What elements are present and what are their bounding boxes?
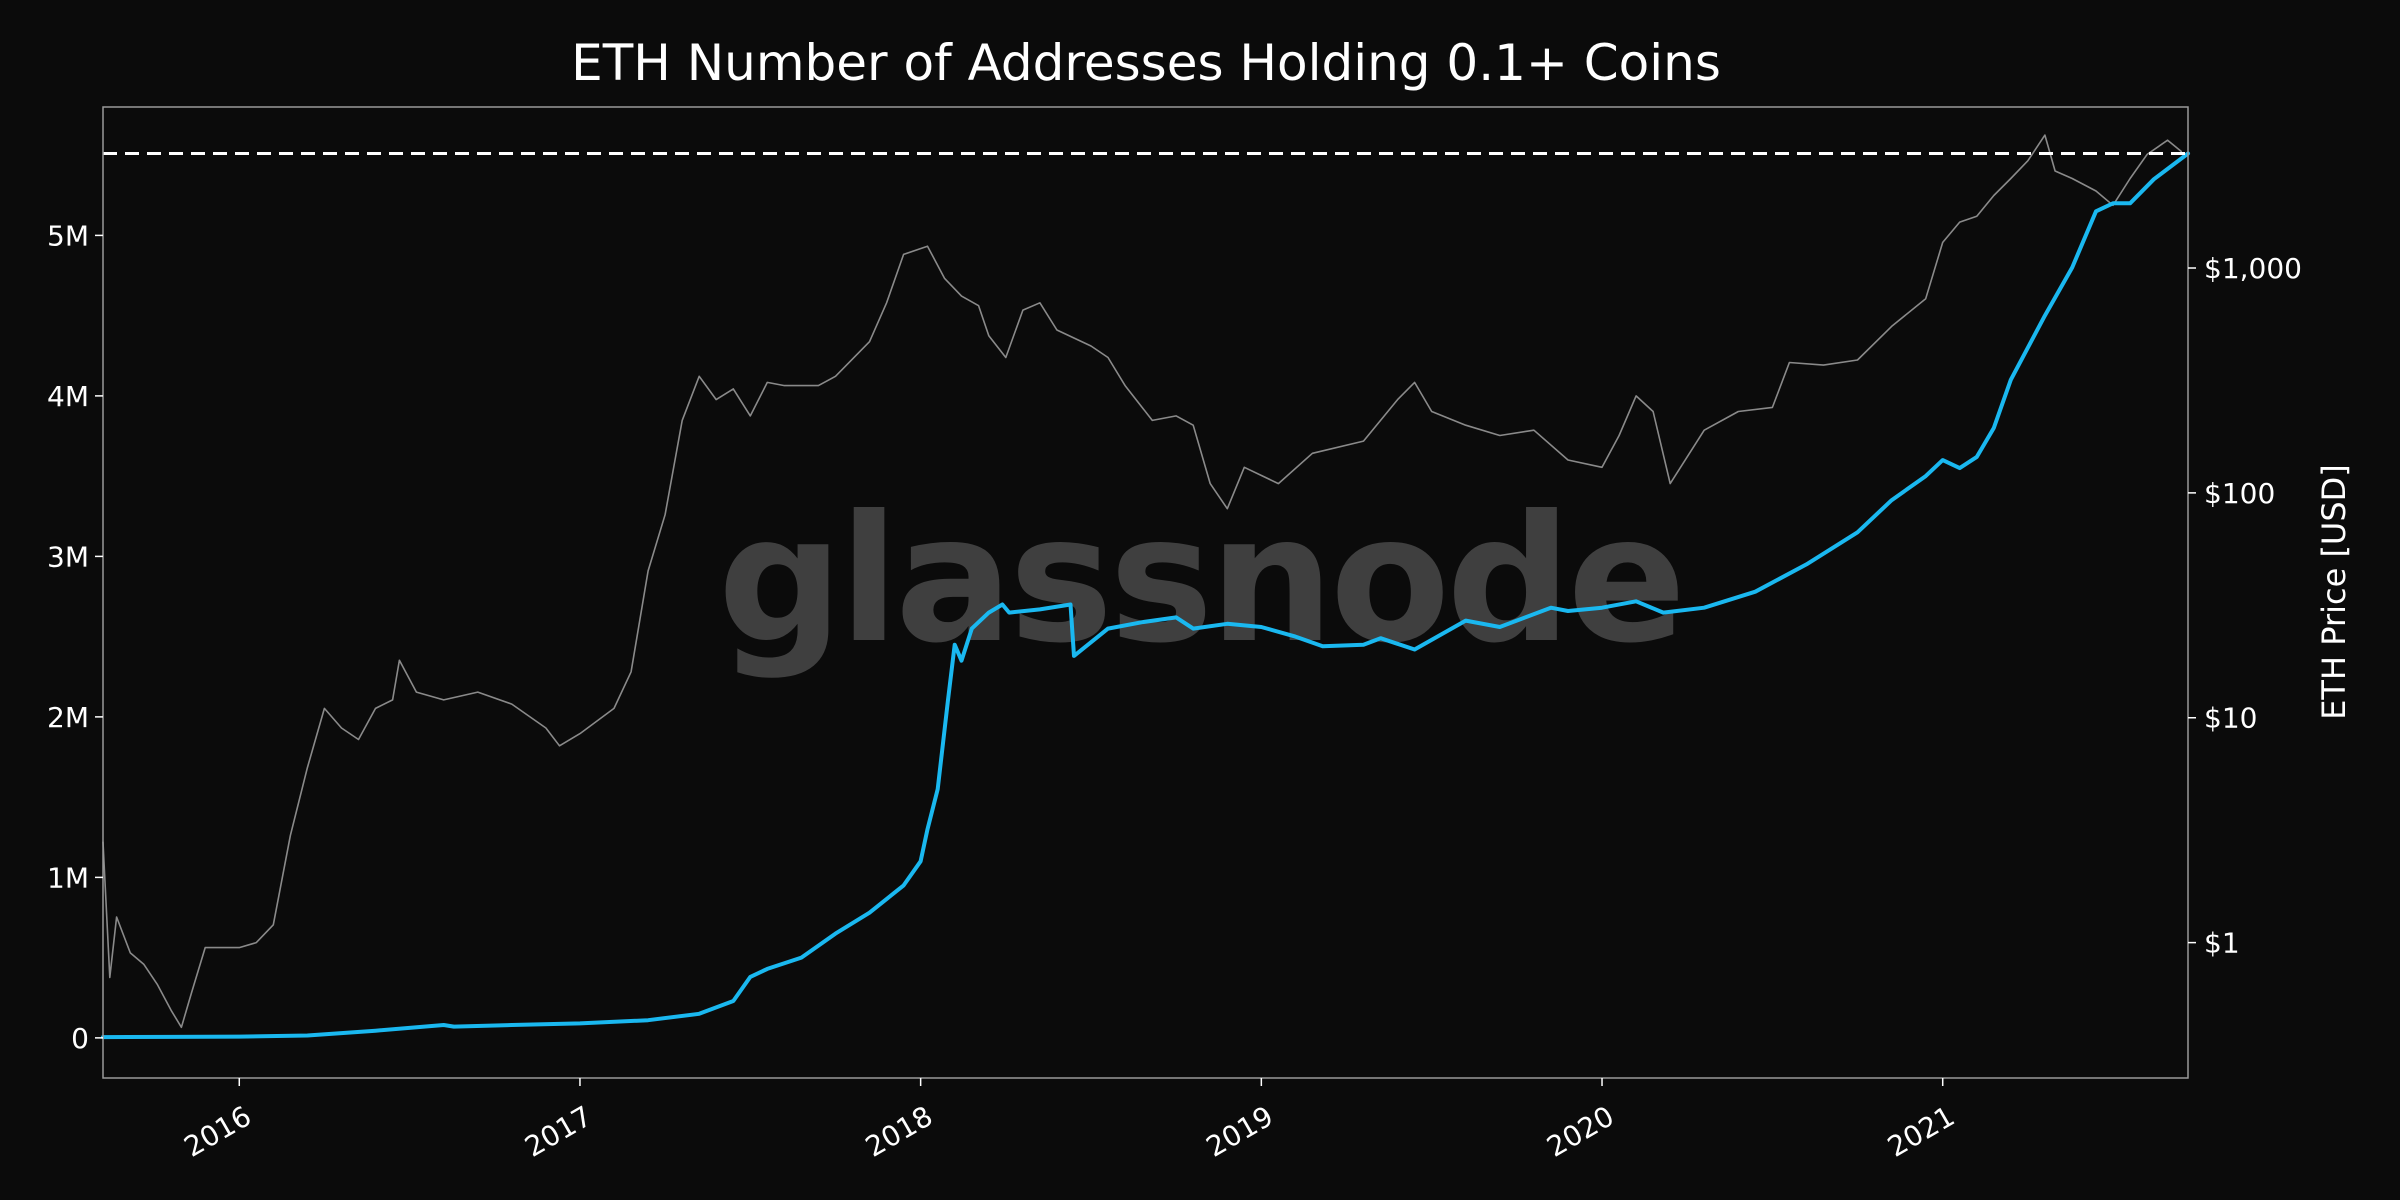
watermark-logo: glassnode xyxy=(718,479,1682,682)
y-left-tick-label: 5M xyxy=(47,219,89,252)
y-left-tick-label: 2M xyxy=(47,701,89,734)
y-right-tick-label: $100 xyxy=(2204,477,2275,510)
y-right-tick-label: $1 xyxy=(2204,927,2240,960)
y-right-tick-label: $10 xyxy=(2204,702,2257,735)
addresses-series-line xyxy=(101,151,2190,1040)
y-left-tick-label: 1M xyxy=(47,861,89,894)
plot-frame xyxy=(102,106,2189,1079)
y-left-tick-label: 3M xyxy=(47,540,89,573)
right-axis-label: ETH Price [USD] xyxy=(2315,464,2353,720)
y-right-tick-label: $1,000 xyxy=(2204,252,2302,285)
y-left-tick-label: 4M xyxy=(47,380,89,413)
price-series-line xyxy=(102,134,2182,1029)
y-left-tick-label: 0 xyxy=(71,1022,89,1055)
chart-title: ETH Number of Addresses Holding 0.1+ Coi… xyxy=(571,34,1721,92)
